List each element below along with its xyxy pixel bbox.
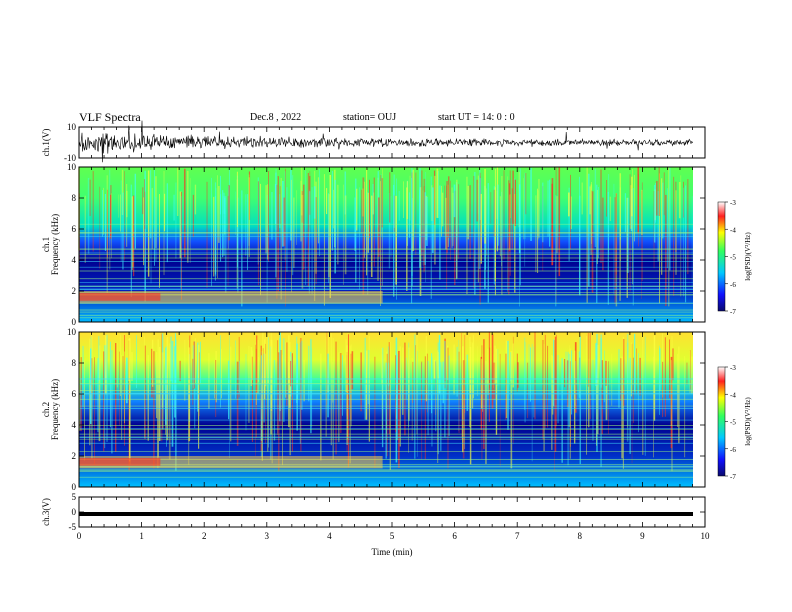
- x-tick-label: 8: [578, 531, 583, 541]
- x-tick-label: 3: [265, 531, 270, 541]
- y-axis-label-3: ch.2: [41, 402, 51, 417]
- y-tick-label-2: 8: [72, 193, 77, 203]
- y-tick-label-3: 0: [72, 482, 77, 492]
- x-tick-label: 6: [452, 531, 457, 541]
- figure-station: station= OUJ: [343, 112, 397, 123]
- colorbar-tick-label-2: -6: [730, 446, 736, 454]
- figure-date: Dec.8 , 2022: [250, 112, 302, 123]
- figure-title: VLF Spectra: [79, 110, 141, 124]
- y-tick-label-2: 6: [72, 224, 77, 234]
- y-tick-label-3: 4: [72, 420, 77, 430]
- y-tick-label-2: 0: [72, 317, 77, 327]
- colorbar-tick-label-2: -3: [730, 364, 736, 372]
- low-freq-band-red: [79, 458, 161, 466]
- y-tick-label-1: 10: [67, 122, 77, 132]
- y-tick-label-1: -10: [64, 153, 76, 163]
- y-tick-label-2: 10: [67, 162, 77, 172]
- y-tick-label-3: 10: [67, 327, 77, 337]
- x-axis-label: Time (min): [372, 547, 413, 557]
- x-tick-label: 2: [202, 531, 207, 541]
- colorbar-tick-label-1: -7: [730, 308, 736, 316]
- y-tick-label-2: 2: [72, 286, 77, 296]
- y-tick-label-4: 0: [72, 507, 77, 517]
- x-tick-label: 5: [390, 531, 395, 541]
- colorbar-tick-label-2: -4: [730, 391, 736, 399]
- x-tick-label: 0: [77, 531, 82, 541]
- waveform-1: [78, 120, 694, 163]
- colorbar-tick-label-2: -7: [730, 473, 736, 481]
- colorbar-2: [717, 366, 726, 477]
- y-axis-label-1: ch.1(V): [41, 129, 51, 157]
- x-tick-label: 7: [515, 531, 520, 541]
- colorbar-1: [717, 201, 726, 312]
- colorbar-tick-label-1: -6: [730, 281, 736, 289]
- y-axis-label-3: Frequency (kHz): [50, 379, 60, 440]
- y-axis-label-2: Frequency (kHz): [50, 214, 60, 275]
- colorbar-label-1: log(PSD)(V²/Hz): [744, 232, 752, 281]
- x-tick-label: 4: [327, 531, 332, 541]
- colorbar-label-2: log(PSD)(V²/Hz): [744, 397, 752, 446]
- colorbar-tick-label-1: -5: [730, 254, 736, 262]
- y-axis-label-2: ch.1: [41, 237, 51, 252]
- y-tick-label-3: 6: [72, 389, 77, 399]
- x-tick-label: 10: [701, 531, 711, 541]
- colorbar-tick-label-2: -5: [730, 419, 736, 427]
- x-tick-label: 1: [139, 531, 144, 541]
- low-freq-band-red: [79, 293, 161, 301]
- y-tick-label-2: 4: [72, 255, 77, 265]
- y-tick-label-3: 8: [72, 358, 77, 368]
- colorbar-tick-label-1: -4: [730, 226, 736, 234]
- x-tick-label: 9: [640, 531, 645, 541]
- y-tick-label-4: 5: [72, 492, 77, 502]
- colorbar-tick-label-1: -3: [730, 199, 736, 207]
- figure-start-time: start UT = 14: 0 : 0: [438, 112, 515, 123]
- y-tick-label-3: 2: [72, 451, 77, 461]
- y-axis-label-4: ch.3(V): [41, 498, 51, 526]
- y-tick-label-4: -5: [69, 522, 77, 532]
